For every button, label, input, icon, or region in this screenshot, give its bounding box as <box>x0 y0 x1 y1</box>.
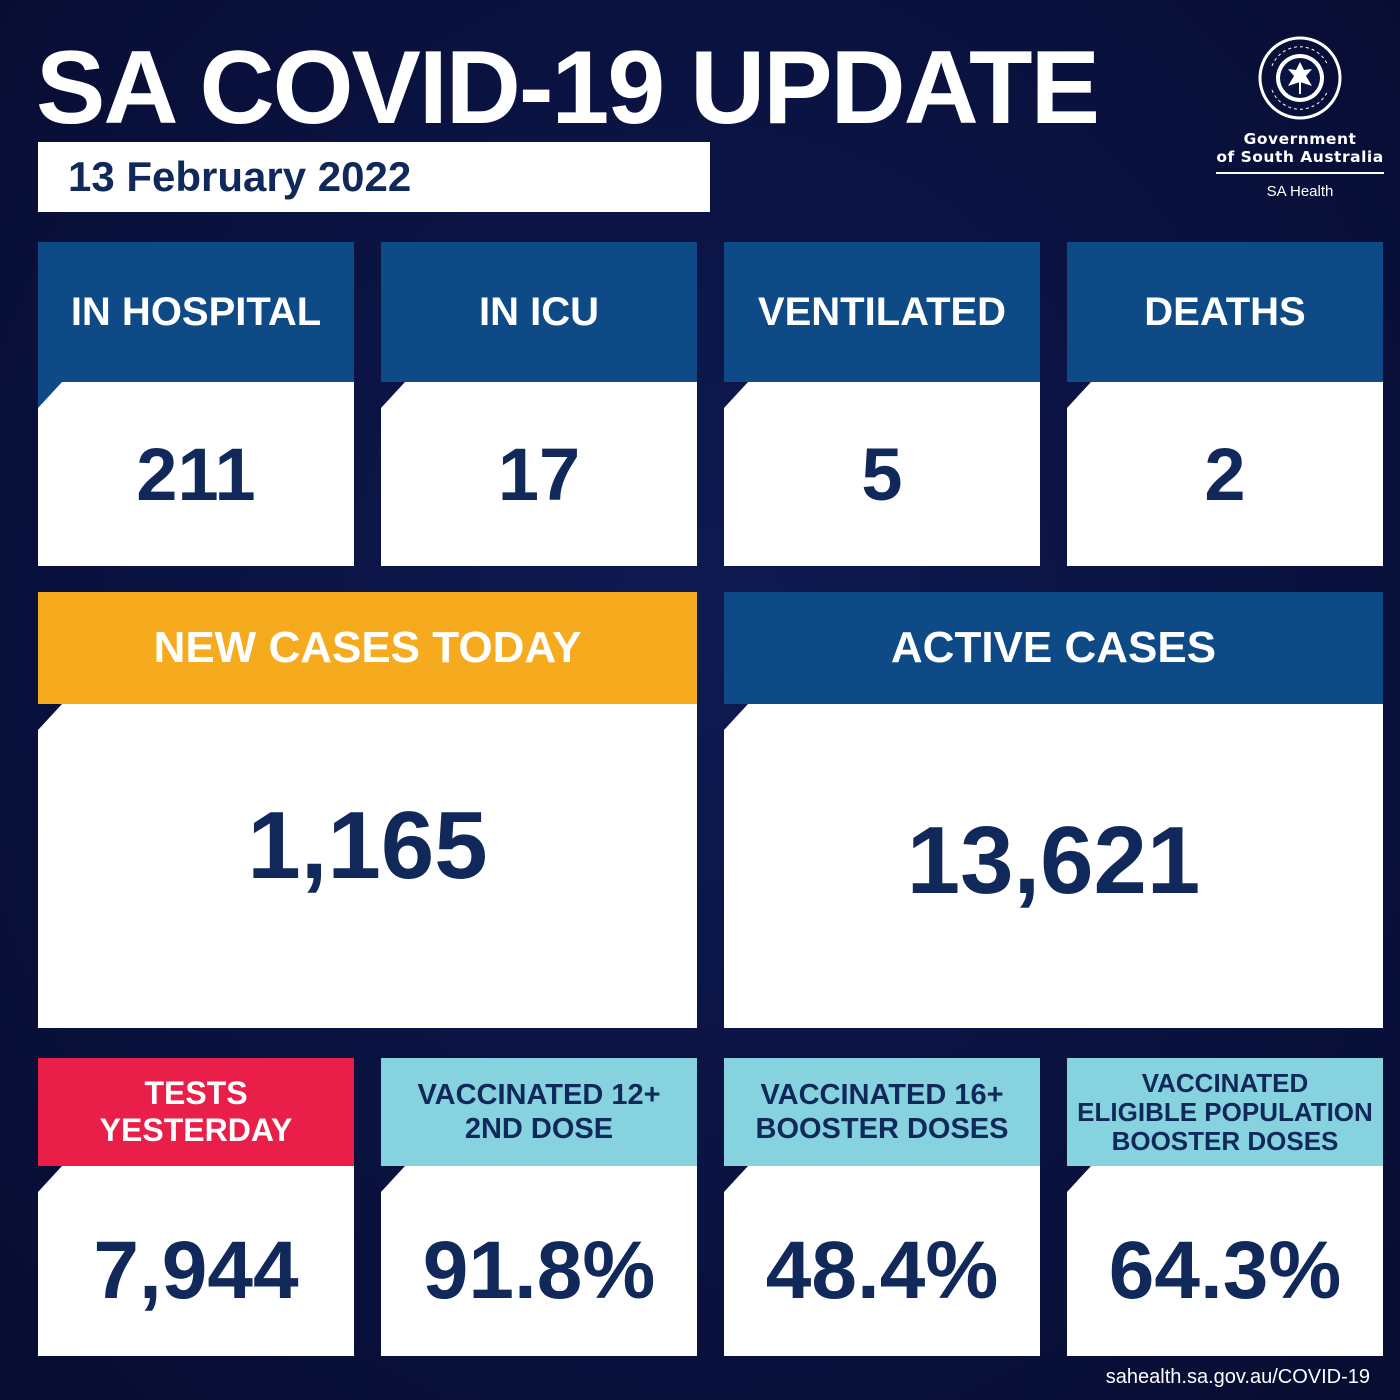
card-value: 1,165 <box>247 792 488 899</box>
card-tests-yesterday: TESTS YESTERDAY 7,944 <box>38 1058 354 1356</box>
card-body: 211 <box>38 382 354 566</box>
card-label-line: YESTERDAY <box>99 1112 293 1148</box>
card-in-hospital: IN HOSPITAL 211 <box>38 242 354 566</box>
card-label: VACCINATED 16+ BOOSTER DOSES <box>724 1058 1040 1166</box>
card-label-line: BOOSTER DOSES <box>755 1113 1009 1145</box>
card-label: IN ICU <box>381 242 697 382</box>
logo-divider <box>1216 172 1384 174</box>
card-value: 17 <box>497 432 581 516</box>
card-label: DEATHS <box>1067 242 1383 382</box>
card-body: 5 <box>724 382 1040 566</box>
date-banner: 13 February 2022 <box>38 142 710 212</box>
card-body: 91.8% <box>381 1166 697 1356</box>
card-label: VACCINATED ELIGIBLE POPULATION BOOSTER D… <box>1067 1058 1383 1166</box>
card-value: 13,621 <box>906 807 1201 914</box>
card-body: 1,165 <box>38 704 697 1028</box>
card-body: 64.3% <box>1067 1166 1383 1356</box>
card-value: 7,944 <box>93 1225 299 1316</box>
card-label-line: BOOSTER DOSES <box>1111 1125 1339 1156</box>
card-label: ACTIVE CASES <box>724 592 1383 704</box>
card-active-cases: ACTIVE CASES 13,621 <box>724 592 1383 1028</box>
card-label: NEW CASES TODAY <box>38 592 697 704</box>
sa-crest-icon <box>1258 36 1342 120</box>
gov-line-2: of South Australia <box>1216 148 1384 166</box>
card-value: 64.3% <box>1108 1225 1342 1316</box>
card-label-line: TESTS <box>144 1075 248 1111</box>
report-date: 13 February 2022 <box>68 153 412 200</box>
card-label-line: 2ND DOSE <box>464 1113 614 1145</box>
government-logo: Government of South Australia SA Health <box>1212 36 1388 212</box>
card-body: 48.4% <box>724 1166 1040 1356</box>
card-label-line: VACCINATED 16+ <box>760 1079 1004 1111</box>
card-label-line: ELIGIBLE POPULATION <box>1077 1096 1373 1127</box>
card-label: VENTILATED <box>724 242 1040 382</box>
card-vaccinated-16-booster: VACCINATED 16+ BOOSTER DOSES 48.4% <box>724 1058 1040 1356</box>
card-body: 17 <box>381 382 697 566</box>
card-label-line: VACCINATED 12+ <box>417 1079 661 1111</box>
card-body: 13,621 <box>724 704 1383 1028</box>
card-ventilated: VENTILATED 5 <box>724 242 1040 566</box>
card-in-icu: IN ICU 17 <box>381 242 697 566</box>
card-body: 7,944 <box>38 1166 354 1356</box>
gov-sub: SA Health <box>1266 183 1334 200</box>
card-value: 5 <box>861 432 903 516</box>
footer-url[interactable]: sahealth.sa.gov.au/COVID-19 <box>1105 1366 1370 1388</box>
card-value: 48.4% <box>765 1225 999 1316</box>
card-label: TESTS YESTERDAY <box>38 1058 354 1166</box>
card-label: VACCINATED 12+ 2ND DOSE <box>381 1058 697 1166</box>
gov-line-1: Government <box>1243 130 1357 148</box>
card-body: 2 <box>1067 382 1383 566</box>
page-title: SA COVID-19 UPDATE <box>36 30 1100 146</box>
card-label-line: VACCINATED <box>1141 1067 1309 1098</box>
card-value: 211 <box>136 432 256 516</box>
card-vaccinated-12-2nd-dose: VACCINATED 12+ 2ND DOSE 91.8% <box>381 1058 697 1356</box>
card-deaths: DEATHS 2 <box>1067 242 1383 566</box>
card-value: 2 <box>1204 432 1246 516</box>
card-new-cases-today: NEW CASES TODAY 1,165 <box>38 592 697 1028</box>
card-vaccinated-eligible-booster: VACCINATED ELIGIBLE POPULATION BOOSTER D… <box>1067 1058 1383 1356</box>
card-label: IN HOSPITAL <box>38 242 354 382</box>
card-value: 91.8% <box>422 1225 656 1316</box>
